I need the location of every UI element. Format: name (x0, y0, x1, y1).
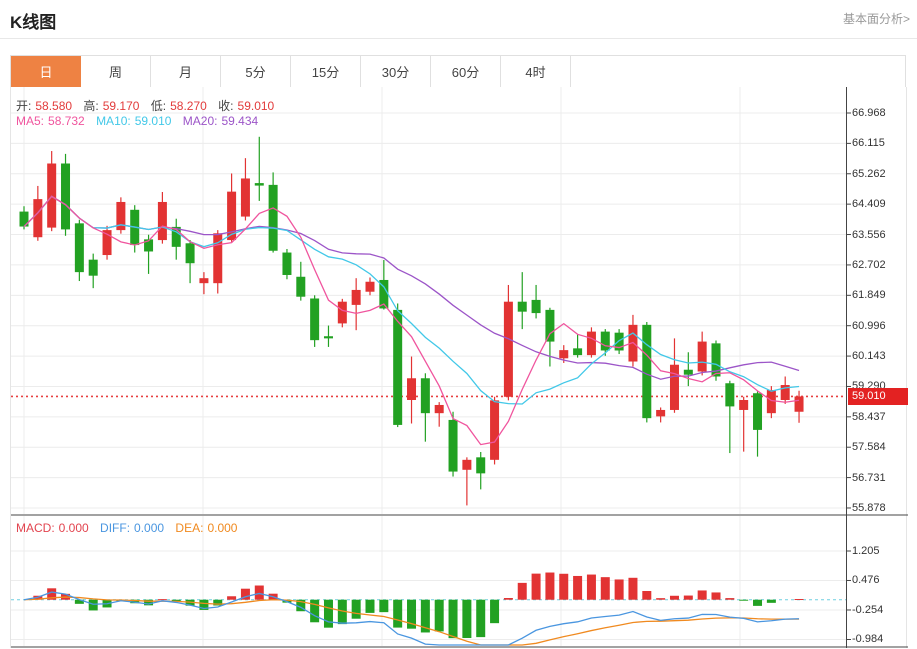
price-tick-63.556: 63.556 (852, 228, 886, 241)
ma10-line (23, 195, 800, 405)
tab-4时[interactable]: 4时 (501, 56, 571, 87)
price-tick-64.409: 64.409 (852, 198, 886, 211)
tab-15分[interactable]: 15分 (291, 56, 361, 87)
ma10-value: 59.010 (134, 114, 172, 128)
ohlc-readout: 开: 58.580 高: 59.170 低: 58.270 收: 59.010 (16, 97, 282, 114)
close-label: 收: (218, 99, 234, 113)
price-tick-66.115: 66.115 (852, 137, 885, 150)
ma20-line (23, 195, 800, 380)
ma20-label: MA20: (182, 114, 218, 128)
axis-spines (11, 87, 908, 648)
price-tick-65.262: 65.262 (852, 167, 886, 180)
macd-tick-1.205: 1.205 (852, 545, 880, 557)
tab-周[interactable]: 周 (81, 56, 151, 87)
chart-container: 开: 58.580 高: 59.170 低: 58.270 收: 59.010 MA5:… (10, 87, 908, 648)
price-tick-60.143: 60.143 (852, 350, 886, 363)
macd-readout: MACD: 0.000 DIFF: 0.000 DEA: 0.000 (16, 521, 245, 535)
page-title: K线图 (10, 13, 57, 32)
price-tick-61.849: 61.849 (852, 289, 886, 302)
dea-line (23, 596, 800, 646)
low-label: 低: (150, 99, 167, 113)
price-tick-60.996: 60.996 (852, 319, 886, 332)
price-tick-55.878: 55.878 (852, 501, 886, 514)
candlestick-series (19, 136, 804, 506)
ma5-value: 58.732 (48, 114, 85, 128)
diff-value: 0.000 (134, 521, 165, 535)
price-tick-58.437: 58.437 (852, 410, 886, 423)
kline-chart-canvas[interactable] (11, 87, 908, 648)
macd-tick-0.476: 0.476 (852, 574, 880, 587)
dea-label: DEA: (175, 521, 204, 535)
tab-月[interactable]: 月 (151, 56, 221, 87)
ma-readout: MA5: 58.732 MA10: 59.010 MA20: 59.434 (16, 114, 266, 128)
diff-line (23, 591, 800, 646)
macd-tick--0.984: -0.984 (852, 633, 884, 646)
ma5-label: MA5: (16, 114, 45, 128)
tab-5分[interactable]: 5分 (221, 56, 291, 87)
tab-60分[interactable]: 60分 (431, 56, 501, 87)
price-tick-62.702: 62.702 (852, 258, 886, 271)
tab-日[interactable]: 日 (11, 56, 81, 87)
high-label: 高: (83, 99, 99, 113)
ma10-label: MA10: (96, 114, 131, 128)
diff-label: DIFF: (100, 521, 131, 535)
dea-value: 0.000 (207, 521, 238, 535)
high-value: 59.170 (102, 99, 140, 113)
macd-histogram (33, 572, 804, 639)
price-tick-56.731: 56.731 (852, 471, 886, 484)
macd-label: MACD: (16, 521, 55, 535)
price-tick-66.968: 66.968 (852, 107, 886, 119)
grid-lines (11, 87, 846, 646)
fundamental-analysis-link[interactable]: 基本面分析> (842, 12, 910, 26)
period-tabbar: 日周月 5分 15分 30分 60分 4时 (10, 55, 906, 88)
price-tick-57.584: 57.584 (852, 441, 886, 454)
header-divider (0, 38, 917, 39)
current-price-badge: 59.010 (848, 388, 908, 406)
ma20-value: 59.434 (221, 114, 259, 128)
open-label: 开: (16, 99, 32, 113)
macd-tick--0.254: -0.254 (852, 603, 884, 616)
open-value: 58.580 (35, 99, 73, 113)
macd-value: 0.000 (58, 521, 89, 535)
tab-30分[interactable]: 30分 (361, 56, 431, 87)
low-value: 58.270 (170, 99, 207, 113)
ma5-line (23, 195, 800, 446)
close-value: 59.010 (237, 99, 275, 113)
